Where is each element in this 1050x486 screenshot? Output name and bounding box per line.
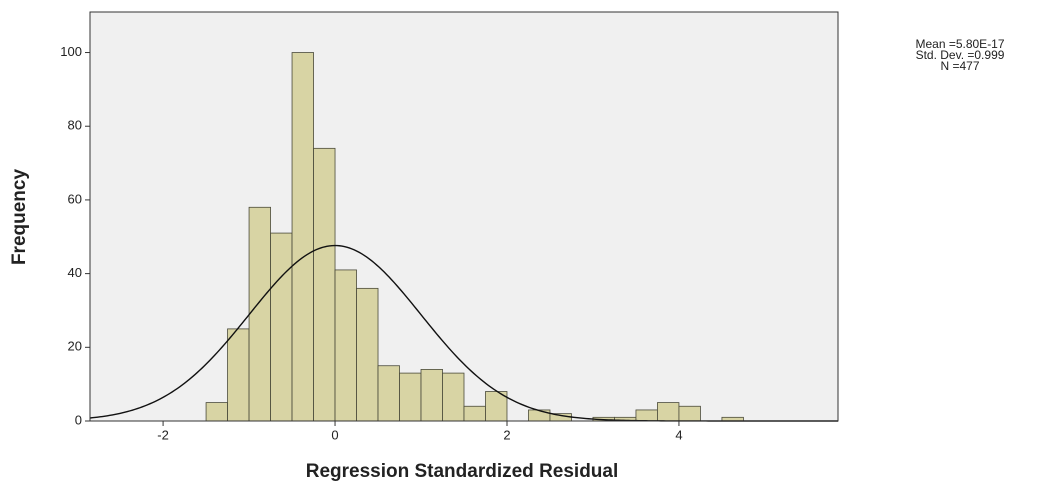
x-axis-title: Regression Standardized Residual bbox=[306, 461, 619, 482]
bar bbox=[678, 405, 701, 422]
y-tick-label: 80 bbox=[68, 118, 82, 133]
bar bbox=[227, 328, 250, 422]
bar bbox=[291, 52, 314, 422]
bar bbox=[635, 409, 658, 422]
y-tick-label: 40 bbox=[68, 265, 82, 280]
x-tick-label: -2 bbox=[157, 427, 169, 442]
y-tick-label: 0 bbox=[75, 412, 82, 427]
bar bbox=[399, 372, 422, 422]
y-tick-label: 60 bbox=[68, 191, 82, 206]
bar bbox=[528, 409, 551, 422]
x-tick-label: 2 bbox=[503, 427, 510, 442]
plot-area bbox=[89, 11, 839, 422]
stat-label: Std. Dev. =0.999 bbox=[916, 48, 1005, 62]
bar bbox=[463, 405, 486, 422]
plot-border bbox=[89, 11, 839, 422]
bar bbox=[248, 206, 271, 422]
bar bbox=[420, 369, 443, 422]
bar bbox=[442, 372, 465, 422]
x-tick-label: 4 bbox=[675, 427, 682, 442]
bar bbox=[356, 287, 379, 422]
bar bbox=[270, 232, 293, 422]
x-tick-label: 0 bbox=[331, 427, 338, 442]
y-tick-label: 20 bbox=[68, 339, 82, 354]
bar bbox=[377, 365, 400, 422]
bar bbox=[313, 147, 336, 422]
stat-label: N =477 bbox=[940, 59, 979, 73]
bar bbox=[657, 402, 680, 422]
y-axis-title: Frequency bbox=[9, 169, 30, 266]
stat-label: Mean =5.80E-17 bbox=[915, 37, 1004, 51]
y-tick-label: 100 bbox=[60, 44, 82, 59]
bar bbox=[205, 402, 228, 422]
bar bbox=[334, 269, 357, 422]
